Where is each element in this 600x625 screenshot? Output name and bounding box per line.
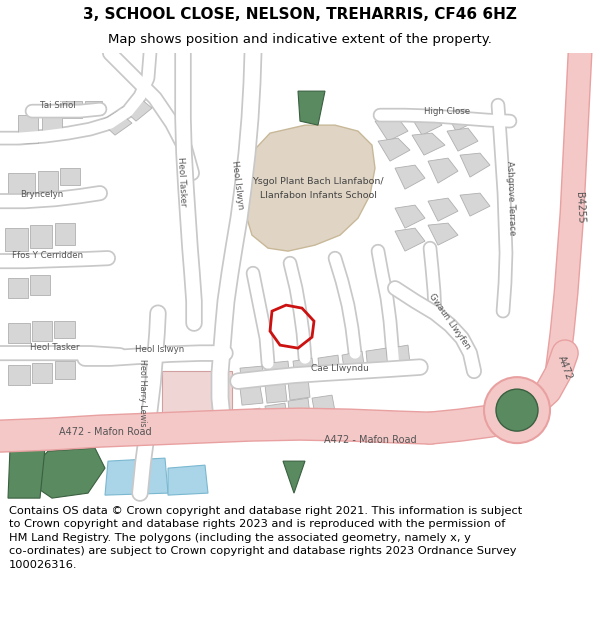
Polygon shape [283,461,305,493]
Text: Ashgrove Terrace: Ashgrove Terrace [505,161,517,236]
Polygon shape [122,98,152,121]
Polygon shape [312,395,335,415]
Polygon shape [100,111,132,135]
Polygon shape [460,153,490,177]
Polygon shape [32,321,52,341]
Text: Ffos Y Cerridden: Ffos Y Cerridden [13,251,83,259]
Text: Contains OS data © Crown copyright and database right 2021. This information is : Contains OS data © Crown copyright and d… [9,506,522,570]
Text: Cae Llwyndu: Cae Llwyndu [311,364,369,372]
Polygon shape [18,115,38,143]
Polygon shape [460,193,490,216]
Polygon shape [8,323,30,343]
Polygon shape [55,361,75,379]
Polygon shape [240,366,265,387]
Text: A472 - Mafon Road: A472 - Mafon Road [59,427,151,437]
Polygon shape [42,111,62,133]
Polygon shape [8,173,35,195]
Text: Heol Tasker: Heol Tasker [30,342,80,352]
Text: Heol Islwyn: Heol Islwyn [136,344,185,354]
Circle shape [496,389,538,431]
Text: Heol Islwyn: Heol Islwyn [230,160,244,210]
Polygon shape [366,348,388,371]
Polygon shape [85,101,102,115]
Polygon shape [395,228,425,251]
Circle shape [484,377,550,443]
Polygon shape [62,101,82,118]
Polygon shape [8,278,28,298]
Polygon shape [5,228,28,251]
Polygon shape [30,448,105,498]
Text: Map shows position and indicative extent of the property.: Map shows position and indicative extent… [108,33,492,46]
Polygon shape [162,371,232,433]
Polygon shape [240,408,262,426]
Polygon shape [38,171,58,191]
Polygon shape [30,225,52,248]
Polygon shape [412,133,445,155]
Polygon shape [288,398,310,418]
Polygon shape [293,358,315,381]
Text: Heol Harry Lewis: Heol Harry Lewis [139,359,148,427]
Polygon shape [8,448,45,498]
Polygon shape [54,321,75,338]
Polygon shape [428,198,458,221]
Text: High Close: High Close [424,107,470,116]
Text: Ysgol Plant Bach Llanfabon/: Ysgol Plant Bach Llanfabon/ [252,177,384,186]
Polygon shape [8,365,30,385]
Text: B4255: B4255 [574,192,586,224]
Polygon shape [318,355,340,378]
Text: Bryncelyn: Bryncelyn [20,189,64,199]
Polygon shape [447,128,478,151]
Polygon shape [32,363,52,383]
Polygon shape [378,138,410,161]
Polygon shape [268,361,290,383]
Text: 3, SCHOOL CLOSE, NELSON, TREHARRIS, CF46 6HZ: 3, SCHOOL CLOSE, NELSON, TREHARRIS, CF46… [83,8,517,22]
Polygon shape [105,458,168,495]
Polygon shape [265,383,287,403]
Polygon shape [168,465,208,495]
Polygon shape [428,223,458,245]
Polygon shape [428,158,458,183]
Text: Gwaun Llwyfen: Gwaun Llwyfen [427,291,473,351]
Polygon shape [375,118,408,141]
Polygon shape [60,168,80,185]
Polygon shape [445,109,476,131]
Polygon shape [265,403,287,421]
Text: A472: A472 [556,354,574,382]
Polygon shape [410,113,442,135]
Polygon shape [55,223,75,245]
Polygon shape [240,386,263,405]
Text: Llanfabon Infants School: Llanfabon Infants School [260,191,376,199]
Polygon shape [246,125,375,251]
Text: Heol Tasker: Heol Tasker [176,156,188,206]
Polygon shape [395,165,425,189]
Text: Tai Siriol: Tai Siriol [40,101,76,109]
Polygon shape [298,91,325,125]
Polygon shape [30,275,50,295]
Polygon shape [395,205,425,228]
Polygon shape [288,378,310,400]
Polygon shape [390,345,410,366]
Polygon shape [342,351,365,375]
Text: A472 - Mafon Road: A472 - Mafon Road [323,435,416,445]
